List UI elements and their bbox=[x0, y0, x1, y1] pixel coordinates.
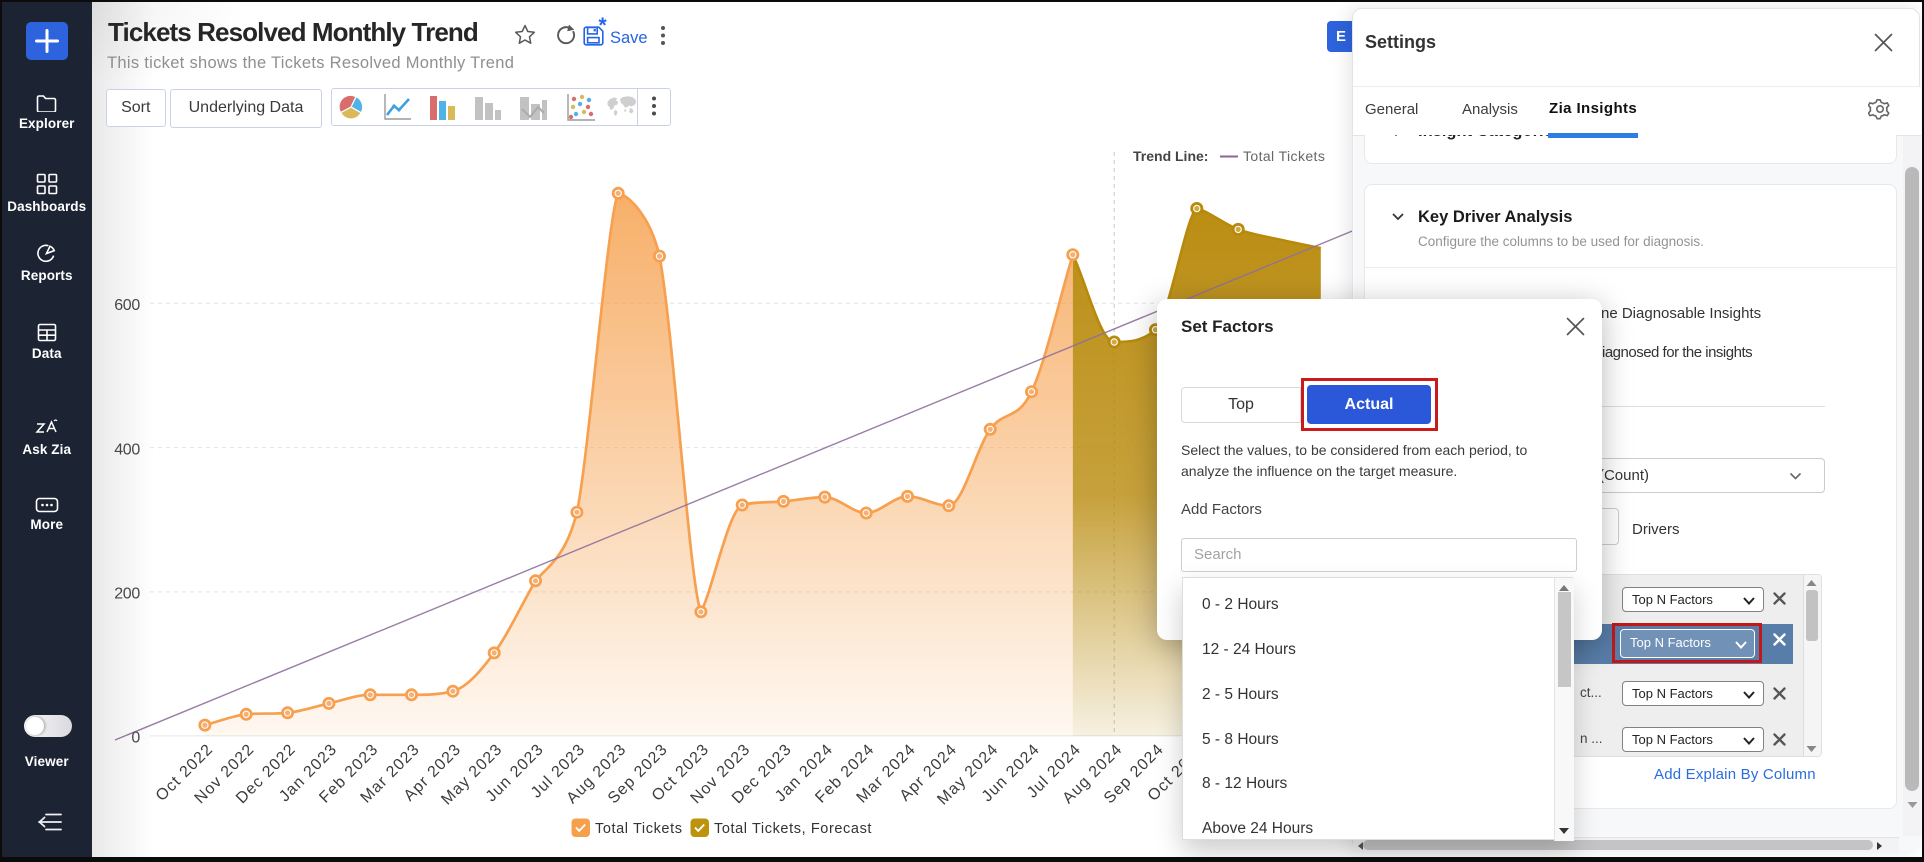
svg-text:Trend Line:: Trend Line: bbox=[1133, 148, 1208, 164]
svg-text:600: 600 bbox=[114, 297, 140, 314]
svg-text:0: 0 bbox=[131, 730, 140, 747]
svg-text:Total Tickets: Total Tickets bbox=[595, 821, 683, 837]
svg-text:Total Tickets: Total Tickets bbox=[1243, 148, 1325, 164]
svg-text:Total Tickets, Forecast: Total Tickets, Forecast bbox=[714, 821, 872, 837]
svg-text:200: 200 bbox=[114, 586, 140, 603]
svg-text:*: * bbox=[599, 16, 608, 37]
svg-text:400: 400 bbox=[114, 441, 140, 458]
